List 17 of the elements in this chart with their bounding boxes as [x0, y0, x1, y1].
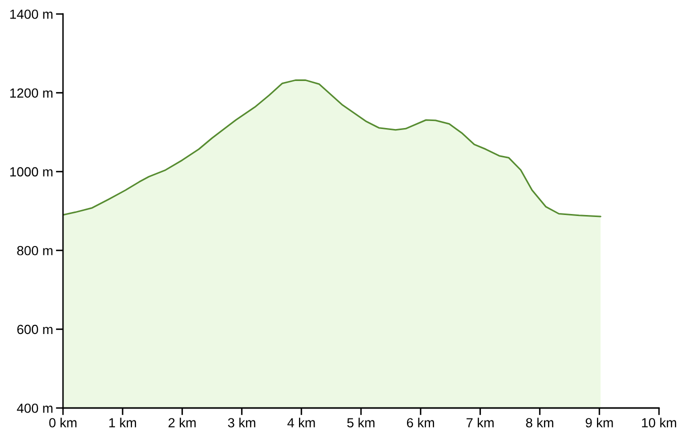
x-tick-label: 6 km [406, 418, 434, 428]
x-tick-label: 2 km [168, 418, 196, 428]
y-tick-label: 400 m [16, 404, 52, 413]
x-tick-label: 10 km [642, 418, 676, 428]
y-tick-label: 800 m [17, 246, 52, 256]
y-tick-label: 1200 m [10, 88, 52, 98]
y-tick-label: 1400 m [10, 10, 52, 19]
x-tick-label: 0 km [49, 418, 76, 428]
y-tick-label: 600 m [17, 324, 52, 334]
x-tick-label: 3 km [228, 418, 256, 428]
x-tick-label: 5 km [347, 418, 374, 428]
x-tick-label: 1 km [109, 418, 136, 428]
x-tick-label: 8 km [526, 418, 554, 428]
x-tick-label: 4 km [287, 418, 315, 428]
x-tick-label: 9 km [586, 418, 613, 428]
x-tick-label: 7 km [466, 418, 494, 428]
y-tick-label: 1000 m [10, 167, 52, 177]
